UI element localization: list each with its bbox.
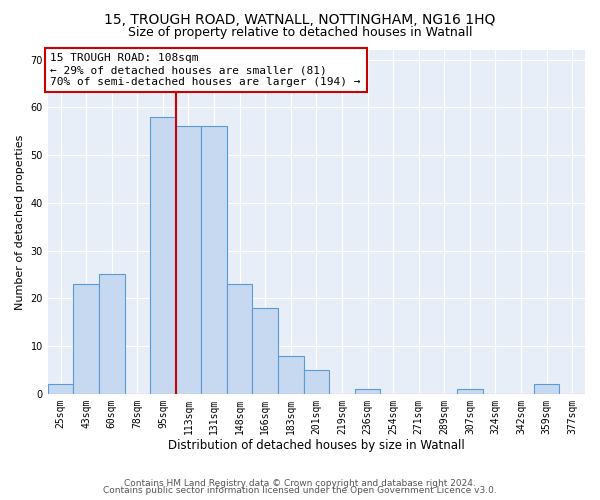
Text: Size of property relative to detached houses in Watnall: Size of property relative to detached ho… (128, 26, 472, 39)
Bar (150, 117, 176, 394)
Bar (457, 389, 482, 394)
Bar (253, 308, 278, 394)
Text: 15 TROUGH ROAD: 108sqm
← 29% of detached houses are smaller (81)
70% of semi-det: 15 TROUGH ROAD: 108sqm ← 29% of detached… (50, 54, 361, 86)
Text: 15, TROUGH ROAD, WATNALL, NOTTINGHAM, NG16 1HQ: 15, TROUGH ROAD, WATNALL, NOTTINGHAM, NG… (104, 12, 496, 26)
Bar (201, 126, 227, 394)
X-axis label: Distribution of detached houses by size in Watnall: Distribution of detached houses by size … (168, 440, 465, 452)
Text: Contains HM Land Registry data © Crown copyright and database right 2024.: Contains HM Land Registry data © Crown c… (124, 478, 476, 488)
Bar (227, 284, 253, 394)
Bar (99, 274, 125, 394)
Bar (278, 356, 304, 394)
Bar (355, 389, 380, 394)
Bar (48, 384, 73, 394)
Bar (176, 126, 201, 394)
Bar (534, 384, 559, 394)
Bar (304, 370, 329, 394)
Text: Contains public sector information licensed under the Open Government Licence v3: Contains public sector information licen… (103, 486, 497, 495)
Bar (73, 284, 99, 394)
Y-axis label: Number of detached properties: Number of detached properties (15, 134, 25, 310)
